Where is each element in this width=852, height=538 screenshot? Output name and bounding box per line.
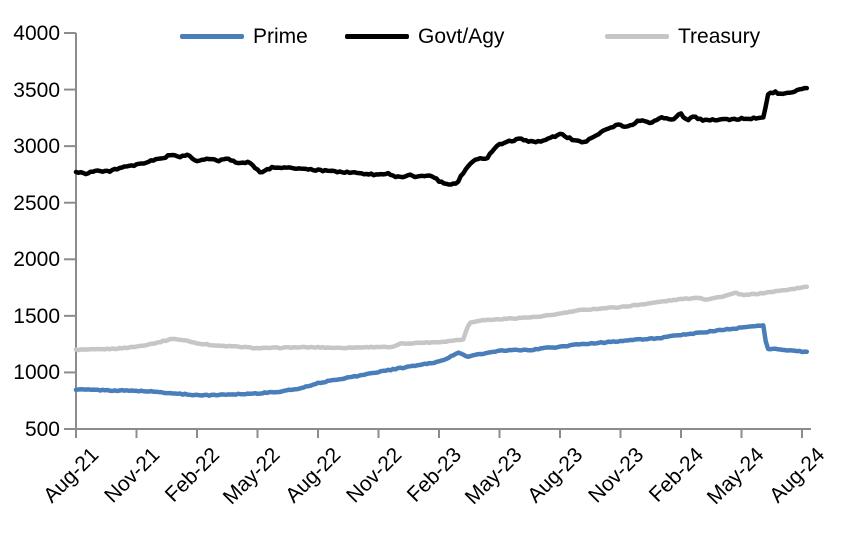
series-line-treasury [73, 284, 810, 353]
y-tick-label: 4000 [13, 22, 60, 45]
y-tick-label: 2000 [13, 248, 60, 272]
y-tick-label: 3000 [13, 135, 60, 159]
prime-line-swatch [180, 33, 244, 39]
legend-item-treasury: Treasury [605, 24, 760, 48]
govt-agy-line-swatch [345, 33, 409, 39]
legend-item-prime: Prime [180, 24, 308, 48]
y-tick-label: 1000 [13, 361, 60, 385]
treasury-line-swatch [605, 33, 669, 39]
y-tick-label: 2500 [13, 191, 60, 215]
y-tick-label: 3500 [13, 78, 60, 102]
series-line-prime [73, 323, 810, 398]
legend-label-govt-agy: Govt/Agy [418, 24, 505, 48]
legend-label-treasury: Treasury [678, 24, 761, 48]
y-tick-label: 500 [24, 418, 60, 441]
series-line-govt-agy [73, 85, 810, 187]
legend-item-govt-agy: Govt/Agy [345, 24, 504, 48]
y-tick-label: 1500 [13, 304, 60, 328]
legend-label-prime: Prime [253, 24, 308, 48]
